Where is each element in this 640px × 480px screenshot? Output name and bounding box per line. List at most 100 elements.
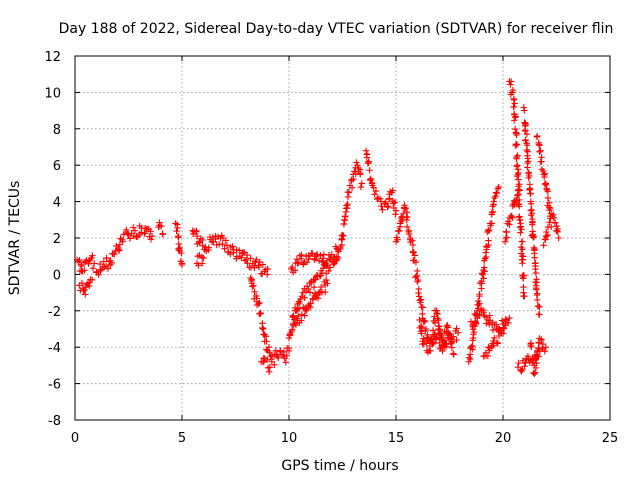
data-point: [513, 155, 520, 162]
chart-title: Day 188 of 2022, Sidereal Day-to-day VTE…: [59, 21, 614, 37]
data-point: [421, 317, 429, 325]
data-point: [261, 331, 268, 338]
data-point: [263, 338, 270, 345]
data-point: [136, 231, 143, 238]
data-point: [489, 208, 497, 215]
data-point: [511, 125, 519, 133]
data-point: [320, 251, 328, 258]
data-point: [392, 211, 399, 218]
data-point: [547, 204, 554, 212]
data-point: [322, 260, 330, 267]
data-point: [510, 117, 518, 124]
data-point: [476, 290, 483, 298]
data-point: [535, 311, 543, 318]
data-point: [528, 219, 536, 226]
data-point: [335, 248, 342, 255]
data-point: [390, 200, 397, 207]
data-point: [523, 141, 531, 149]
data-point: [338, 241, 346, 249]
data-point: [509, 214, 516, 221]
data-point: [416, 316, 423, 324]
data-point: [256, 299, 263, 307]
y-tick-label: 0: [53, 268, 61, 283]
data-point: [235, 247, 243, 254]
data-point: [296, 299, 303, 307]
y-tick-label: -2: [48, 305, 61, 320]
data-point: [443, 322, 450, 330]
data-point: [522, 121, 529, 128]
data-point: [233, 253, 241, 260]
data-point: [480, 309, 487, 316]
y-tick-label: -6: [48, 378, 61, 393]
data-point: [519, 260, 526, 267]
data-point: [483, 320, 490, 327]
data-point: [503, 228, 510, 235]
data-point: [81, 267, 88, 274]
data-point: [439, 347, 446, 355]
data-point: [104, 265, 112, 272]
data-point: [469, 337, 476, 344]
data-point: [178, 261, 186, 269]
data-point: [465, 354, 473, 361]
data-point: [423, 340, 430, 347]
data-point: [158, 222, 165, 230]
data-point: [173, 227, 180, 235]
data-point: [525, 158, 532, 165]
data-point: [176, 244, 184, 252]
data-point: [314, 251, 321, 258]
y-tick-label: 4: [53, 196, 61, 211]
data-point: [417, 299, 424, 306]
data-point: [542, 344, 549, 351]
data-point: [177, 258, 184, 265]
data-point: [340, 220, 348, 228]
data-point: [538, 154, 545, 161]
data-point: [472, 319, 479, 326]
x-tick-label: 0: [71, 431, 79, 446]
data-point: [326, 264, 334, 271]
data-point: [490, 342, 497, 349]
data-point: [259, 261, 267, 268]
data-point: [520, 275, 527, 282]
data-point: [530, 233, 538, 240]
data-point: [493, 339, 501, 346]
data-point: [409, 241, 417, 249]
data-point: [513, 163, 521, 170]
data-point: [131, 227, 139, 234]
data-point: [370, 184, 377, 191]
data-point: [382, 198, 389, 206]
data-point: [367, 175, 375, 183]
data-point: [389, 187, 396, 194]
data-point: [366, 167, 373, 174]
data-point: [249, 283, 256, 290]
data-point: [516, 181, 523, 188]
data-point: [283, 352, 290, 359]
data-point: [247, 274, 254, 282]
data-point: [551, 219, 559, 226]
data-point: [491, 334, 498, 342]
data-point: [488, 209, 496, 216]
data-point: [404, 213, 411, 221]
data-point: [96, 260, 104, 268]
data-point: [87, 276, 94, 283]
data-point: [255, 300, 262, 307]
data-point: [430, 339, 437, 347]
data-point: [348, 176, 355, 183]
y-axis-ticks: -8 -6 -4 -2 0 2 4 6 8 10 12: [44, 50, 610, 429]
data-point: [496, 325, 503, 333]
data-point: [520, 272, 528, 279]
y-tick-label: 10: [44, 86, 61, 101]
data-point: [504, 218, 512, 225]
data-point: [453, 336, 460, 344]
data-point: [301, 294, 308, 301]
data-point: [476, 300, 483, 307]
data-point: [81, 286, 88, 293]
data-point: [243, 251, 251, 259]
data-point: [512, 141, 520, 148]
data-point: [553, 227, 560, 235]
data-point: [475, 301, 482, 309]
data-point: [533, 291, 541, 299]
data-point: [277, 347, 284, 355]
data-point: [418, 324, 426, 331]
data-point: [91, 260, 98, 267]
